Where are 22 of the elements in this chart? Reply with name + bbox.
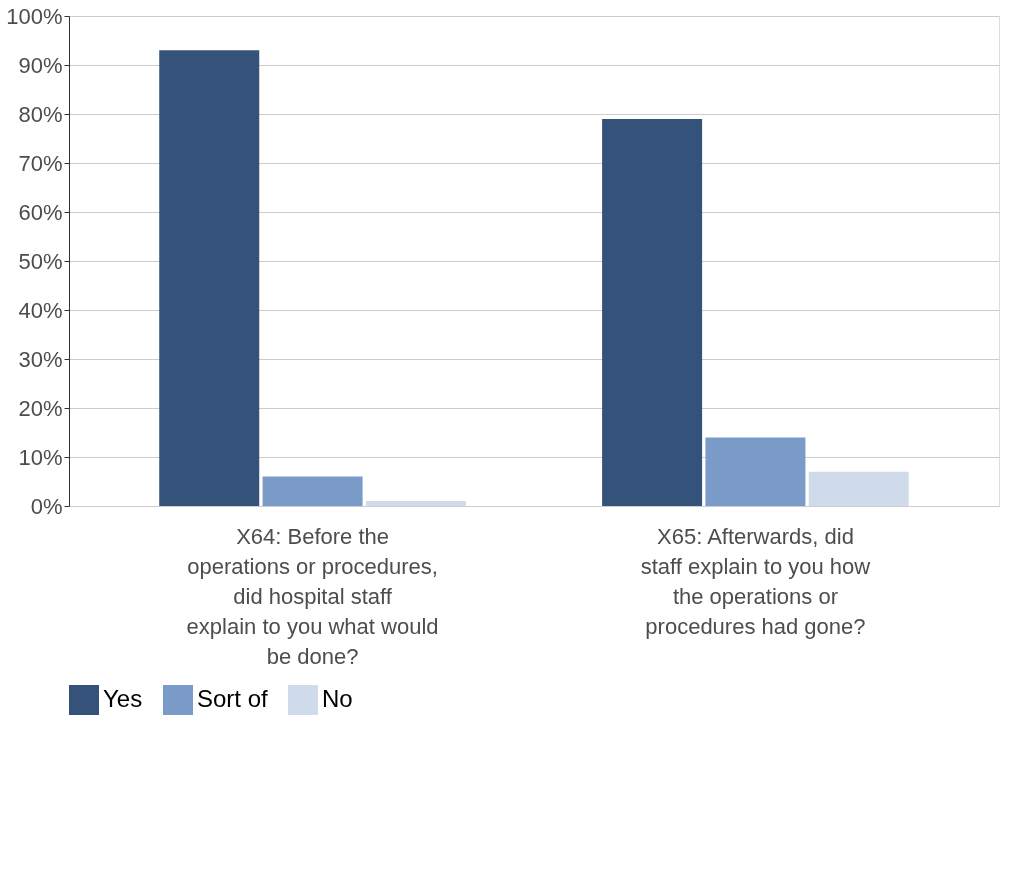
y-tick-label: 90% xyxy=(18,52,63,78)
bar xyxy=(159,50,260,506)
bar xyxy=(365,501,466,506)
y-tick-label: 70% xyxy=(18,150,63,176)
bar xyxy=(262,476,363,506)
bar xyxy=(705,437,806,506)
y-tick-label: 30% xyxy=(18,346,63,372)
bar xyxy=(602,118,703,506)
y-tick-label: 50% xyxy=(18,248,63,274)
y-tick-label: 80% xyxy=(18,101,63,127)
y-tick-label: 20% xyxy=(18,395,63,421)
y-tick-label: 60% xyxy=(18,199,63,225)
x-tick-label: X64: Before the operations or procedures, did hospital staff explain to you what would be done? xyxy=(186,523,439,669)
y-tick-label: 40% xyxy=(18,297,63,323)
bar xyxy=(808,471,909,506)
y-tick-label: 0% xyxy=(30,493,63,519)
y-tick-label: 10% xyxy=(18,444,63,470)
legend-label: No xyxy=(322,685,353,712)
legend-label: Sort of xyxy=(197,685,269,712)
y-tick-label: 100% xyxy=(6,3,63,29)
legend-label: Yes xyxy=(103,685,143,712)
x-tick-label: X65: Afterwards, did staff explain to you how the operations or procedures had gone? xyxy=(640,523,871,639)
